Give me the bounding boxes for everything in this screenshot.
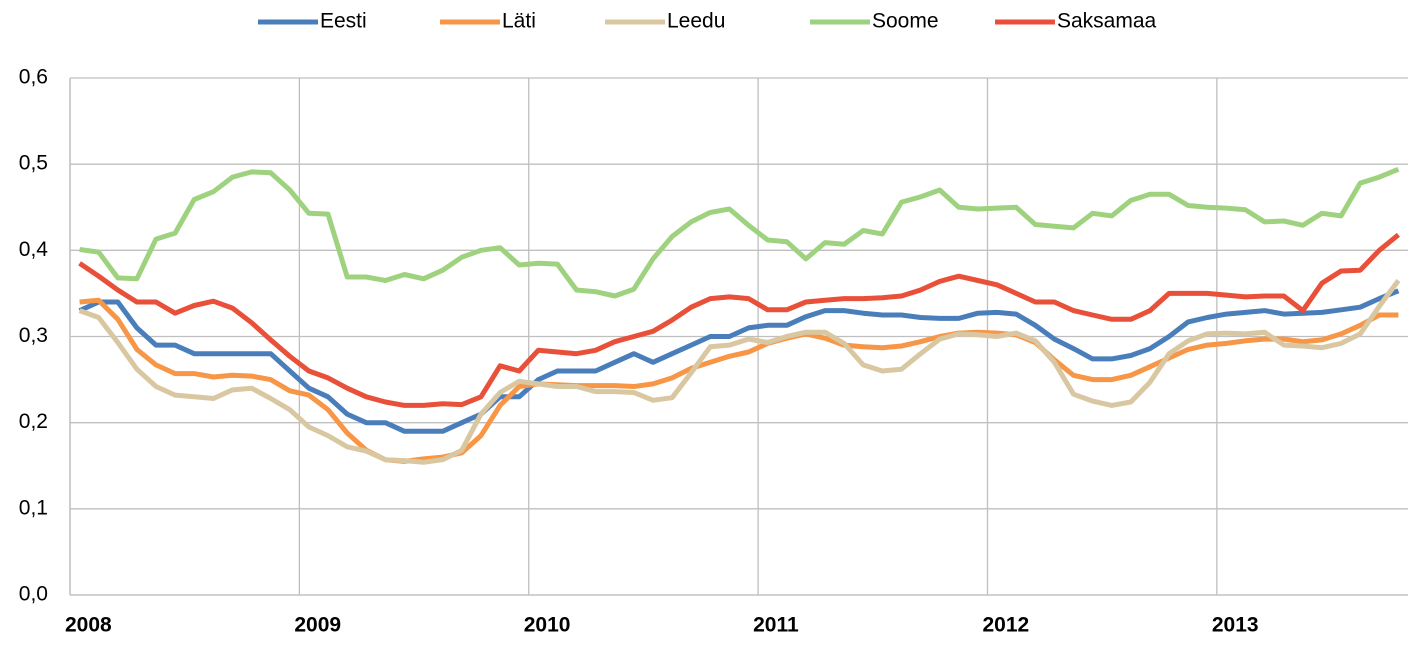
legend-label: Läti — [502, 10, 536, 33]
legend-label: Saksamaa — [1057, 10, 1157, 33]
series-line — [79, 166, 1400, 299]
x-tick-label: 2012 — [982, 614, 1029, 637]
legend-label: Soome — [872, 10, 939, 33]
y-tick-label: 0,3 — [19, 324, 48, 347]
series-line — [78, 288, 1400, 434]
y-tick-label: 0,5 — [19, 152, 48, 175]
series-line — [79, 297, 1399, 464]
legend-label: Leedu — [667, 10, 725, 33]
y-tick-label: 0,0 — [19, 583, 48, 606]
x-tick-label: 2013 — [1212, 614, 1259, 637]
x-tick-label: 2011 — [753, 614, 799, 637]
y-tick-label: 0,4 — [19, 238, 49, 261]
y-tick-label: 0,2 — [19, 410, 48, 433]
series-line — [78, 279, 1401, 465]
x-tick-label: 2009 — [294, 614, 341, 637]
series-line — [78, 232, 1400, 408]
legend-label: Eesti — [320, 10, 367, 33]
y-tick-label: 0,1 — [19, 496, 48, 519]
y-tick-label: 0,6 — [19, 66, 48, 89]
x-tick-label: 2008 — [65, 614, 112, 637]
x-tick-label: 2010 — [524, 614, 571, 637]
